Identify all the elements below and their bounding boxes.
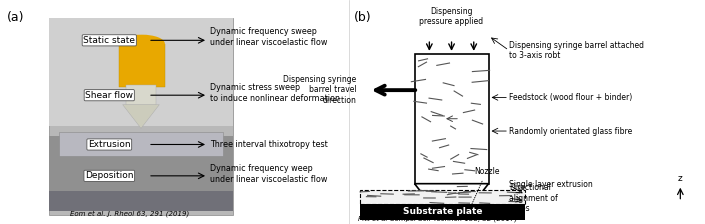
Bar bbox=[360, 204, 525, 220]
Bar bbox=[59, 132, 223, 156]
Bar bbox=[415, 54, 489, 184]
Text: z: z bbox=[678, 174, 682, 183]
Text: Dynamic frequency weep
under linear viscoelastic flow: Dynamic frequency weep under linear visc… bbox=[210, 164, 327, 184]
Bar bbox=[49, 136, 233, 211]
Text: Substrate plate: Substrate plate bbox=[403, 207, 482, 216]
Text: Dynamic stress sweep
to induce nonlinear deformation: Dynamic stress sweep to induce nonlinear… bbox=[210, 83, 340, 103]
Text: Three interval thixotropy test: Three interval thixotropy test bbox=[210, 140, 328, 149]
Text: Dispensing syringe barrel attached
to 3-axis robt: Dispensing syringe barrel attached to 3-… bbox=[509, 41, 644, 60]
Bar bbox=[126, 85, 156, 105]
Text: Eom et al. J. Rheol 63, 291 (2019): Eom et al. J. Rheol 63, 291 (2019) bbox=[70, 211, 190, 217]
Text: Single layer extrusion: Single layer extrusion bbox=[509, 180, 593, 189]
Text: Deposition: Deposition bbox=[85, 171, 133, 180]
Text: Feedstock (wood flour + binder): Feedstock (wood flour + binder) bbox=[509, 93, 632, 102]
Bar bbox=[360, 190, 525, 204]
Text: Static state: Static state bbox=[83, 36, 135, 45]
Polygon shape bbox=[415, 184, 489, 213]
Polygon shape bbox=[123, 105, 159, 128]
Text: (b): (b) bbox=[354, 11, 372, 24]
Text: Dynamic frequency sweep
under linear viscoelastic flow: Dynamic frequency sweep under linear vis… bbox=[210, 27, 327, 47]
Bar bbox=[49, 18, 233, 126]
Text: Dispensing syringe
barrel travel
direction: Dispensing syringe barrel travel directi… bbox=[283, 75, 357, 105]
Text: Nozzle: Nozzle bbox=[470, 167, 499, 208]
Bar bbox=[49, 191, 233, 211]
Text: Pitt et al Comps. Sci. Technol. 138, 32 (2017): Pitt et al Comps. Sci. Technol. 138, 32 … bbox=[358, 215, 517, 222]
Text: Dispensing
pressure applied: Dispensing pressure applied bbox=[419, 7, 483, 26]
Text: Directional
alignment of
fibres: Directional alignment of fibres bbox=[509, 183, 558, 213]
Text: Randomly orientated glass fibre: Randomly orientated glass fibre bbox=[509, 127, 632, 136]
Ellipse shape bbox=[119, 35, 165, 52]
Text: Extrusion: Extrusion bbox=[88, 140, 130, 149]
Bar bbox=[49, 18, 233, 215]
Text: (a): (a) bbox=[7, 11, 25, 24]
Text: Shear flow: Shear flow bbox=[85, 91, 133, 100]
Bar bbox=[119, 43, 165, 87]
